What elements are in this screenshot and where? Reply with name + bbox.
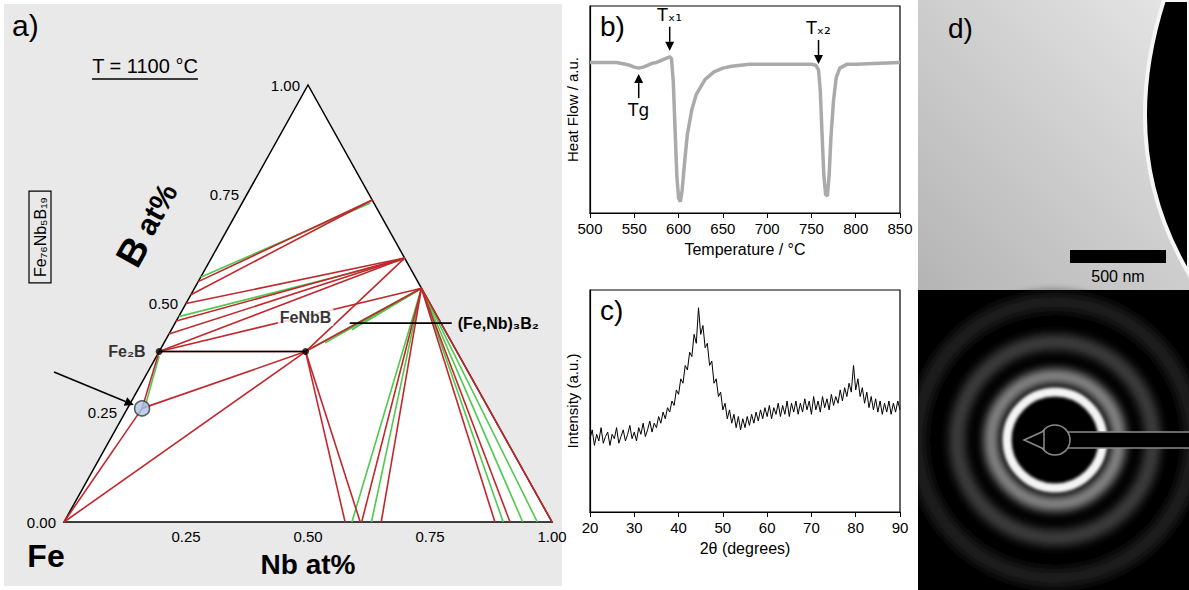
svg-text:0.00: 0.00 [27, 514, 56, 531]
svg-text:1.00: 1.00 [537, 528, 566, 545]
svg-text:T = 1100 °C: T = 1100 °C [92, 55, 198, 77]
svg-text:Nb at%: Nb at% [261, 549, 356, 580]
svg-text:80: 80 [847, 519, 864, 536]
svg-text:500: 500 [577, 220, 602, 237]
svg-text:0.50: 0.50 [293, 528, 322, 545]
svg-text:650: 650 [710, 220, 735, 237]
svg-text:20: 20 [582, 519, 599, 536]
svg-text:FeNbB: FeNbB [280, 309, 332, 326]
svg-text:Heat Flow / a.u.: Heat Flow / a.u. [564, 57, 581, 162]
svg-text:Fe₂B: Fe₂B [108, 343, 145, 360]
svg-text:(Fe,Nb)₃B₂: (Fe,Nb)₃B₂ [458, 315, 539, 332]
svg-text:at%: at% [125, 178, 184, 248]
svg-text:90: 90 [892, 519, 909, 536]
svg-text:50: 50 [715, 519, 732, 536]
svg-text:60: 60 [759, 519, 776, 536]
svg-text:1.00: 1.00 [271, 77, 300, 94]
svg-text:70: 70 [803, 519, 820, 536]
svg-text:Fe₇₆Nb₅B₁₉: Fe₇₆Nb₅B₁₉ [32, 197, 49, 277]
svg-text:Temperature / °C: Temperature / °C [684, 241, 805, 258]
svg-text:800: 800 [843, 220, 868, 237]
svg-text:Tₓ₂: Tₓ₂ [805, 18, 831, 38]
svg-text:0.50: 0.50 [149, 295, 178, 312]
svg-text:500 nm: 500 nm [1091, 268, 1144, 285]
svg-text:550: 550 [622, 220, 647, 237]
svg-text:d): d) [948, 13, 973, 44]
svg-text:750: 750 [799, 220, 824, 237]
svg-text:Tg: Tg [627, 100, 649, 120]
svg-text:Tₓ₁: Tₓ₁ [656, 5, 682, 25]
svg-text:a): a) [12, 9, 39, 42]
svg-text:0.75: 0.75 [415, 528, 444, 545]
svg-text:B: B [107, 229, 158, 274]
svg-text:0.75: 0.75 [210, 186, 239, 203]
svg-text:600: 600 [666, 220, 691, 237]
svg-text:40: 40 [670, 519, 687, 536]
svg-text:0.25: 0.25 [88, 404, 117, 421]
svg-text:Intensity (a.u.): Intensity (a.u.) [564, 353, 581, 448]
svg-text:b): b) [600, 11, 625, 42]
svg-text:Fe: Fe [27, 538, 64, 574]
svg-text:30: 30 [626, 519, 643, 536]
svg-text:c): c) [600, 295, 623, 326]
svg-text:2θ (degrees): 2θ (degrees) [700, 540, 791, 557]
svg-text:850: 850 [887, 220, 912, 237]
svg-text:0.25: 0.25 [171, 528, 200, 545]
svg-text:700: 700 [755, 220, 780, 237]
